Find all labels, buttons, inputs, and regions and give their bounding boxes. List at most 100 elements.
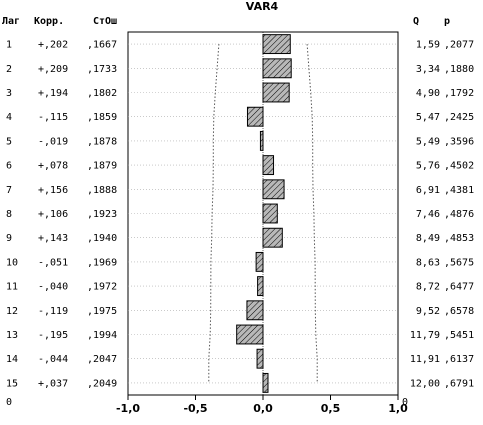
corr-value: -,195: [38, 330, 68, 341]
corr-value: -,019: [38, 136, 68, 147]
bar-lag-2: [262, 58, 292, 79]
lag-label: 12: [6, 306, 18, 317]
header-q: Q: [413, 16, 419, 27]
bar-lag-11: [257, 276, 264, 297]
corr-value: -,044: [38, 354, 68, 365]
q-value: 7,46: [416, 209, 440, 220]
lower-confidence-limit: [208, 44, 220, 383]
lag-label: 2: [6, 64, 12, 75]
bars: [236, 34, 292, 393]
se-value: ,1975: [87, 306, 117, 317]
se-value: ,1859: [87, 112, 117, 123]
bar-lag-10: [255, 251, 264, 272]
bar-lag-7: [262, 179, 285, 200]
corr-value: +,202: [38, 40, 68, 51]
q-value: 8,72: [416, 282, 440, 293]
left-axis-label: 0: [6, 397, 12, 408]
p-value: ,4381: [444, 185, 474, 196]
lag-label: 9: [6, 233, 12, 244]
bar-lag-9: [262, 227, 283, 248]
x-tick-label: 1,0: [388, 402, 408, 415]
corr-value: +,143: [38, 233, 68, 244]
q-value: 9,52: [416, 306, 440, 317]
se-value: ,1994: [87, 330, 117, 341]
lag-label: 14: [6, 354, 18, 365]
table-rows: 1 +,202 ,1667 1,59 ,2077 2 +,209 ,1733 3,34 ,1880…: [6, 40, 474, 390]
se-value: ,2049: [87, 378, 117, 389]
se-value: ,1802: [87, 88, 117, 99]
x-axis: -1,0 -0,5 0,0 0,5 1,00 0: [6, 395, 408, 415]
se-value: ,1879: [87, 161, 117, 172]
x-tick-label: 0,5: [321, 402, 341, 415]
se-value: ,1733: [87, 64, 117, 75]
lag-label: 1: [6, 40, 12, 51]
p-value: ,6578: [444, 306, 474, 317]
confidence-limits: [208, 44, 318, 383]
corr-value: +,156: [38, 185, 68, 196]
p-value: ,3596: [444, 136, 474, 147]
p-value: ,4502: [444, 161, 474, 172]
corr-value: +,106: [38, 209, 68, 220]
p-value: ,4853: [444, 233, 474, 244]
lag-label: 11: [6, 282, 18, 293]
bar-lag-8: [262, 203, 278, 224]
corr-value: -,040: [38, 282, 68, 293]
bar-lag-1: [262, 34, 291, 55]
p-value: ,2425: [444, 112, 474, 123]
corr-value: +,078: [38, 161, 68, 172]
se-value: ,2047: [87, 354, 117, 365]
bar-lag-6: [262, 155, 275, 176]
se-value: ,1667: [87, 40, 117, 51]
lag-label: 4: [6, 112, 12, 123]
bar-lag-14: [256, 348, 264, 369]
right-axis-label: 0: [402, 397, 408, 408]
se-value: ,1923: [87, 209, 117, 220]
corr-value: -,115: [38, 112, 68, 123]
p-value: ,4876: [444, 209, 474, 220]
q-value: 1,59: [416, 40, 440, 51]
lag-label: 7: [6, 185, 12, 196]
p-value: ,6477: [444, 282, 474, 293]
lag-label: 6: [6, 161, 12, 172]
se-value: ,1888: [87, 185, 117, 196]
q-value: 5,49: [416, 136, 440, 147]
lag-label: 15: [6, 378, 18, 389]
q-value: 8,49: [416, 233, 440, 244]
q-value: 5,47: [416, 112, 440, 123]
q-value: 3,34: [416, 64, 440, 75]
p-value: ,5451: [444, 330, 474, 341]
p-value: ,5675: [444, 257, 474, 268]
corr-value: -,051: [38, 257, 68, 268]
se-value: ,1878: [87, 136, 117, 147]
lag-label: 10: [6, 257, 18, 268]
se-value: ,1940: [87, 233, 117, 244]
header-p: p: [444, 16, 450, 27]
se-value: ,1972: [87, 282, 117, 293]
bar-lag-4: [246, 106, 264, 127]
q-value: 8,63: [416, 257, 440, 268]
upper-confidence-limit: [306, 44, 318, 383]
chart-title: VAR4: [246, 0, 279, 13]
header-lag: Лаг: [2, 16, 20, 27]
x-tick-label: -1,0: [116, 402, 140, 415]
q-value: 12,00: [410, 378, 440, 389]
q-value: 11,79: [410, 330, 440, 341]
x-tick-label: 0,0: [253, 402, 273, 415]
q-value: 4,90: [416, 88, 440, 99]
corr-value: +,037: [38, 378, 68, 389]
p-value: ,2077: [444, 40, 474, 51]
bar-lag-15: [262, 372, 269, 393]
bar-lag-13: [236, 324, 264, 345]
corr-value: +,209: [38, 64, 68, 75]
corr-value: -,119: [38, 306, 68, 317]
bar-lag-12: [246, 300, 264, 321]
lag-label: 8: [6, 209, 12, 220]
lag-label: 5: [6, 136, 12, 147]
p-value: ,1880: [444, 64, 474, 75]
q-value: 11,91: [410, 354, 440, 365]
header-se: СтОш: [93, 16, 117, 27]
x-tick-label: -0,5: [183, 402, 207, 415]
q-value: 5,76: [416, 161, 440, 172]
bar-lag-5: [259, 130, 264, 151]
